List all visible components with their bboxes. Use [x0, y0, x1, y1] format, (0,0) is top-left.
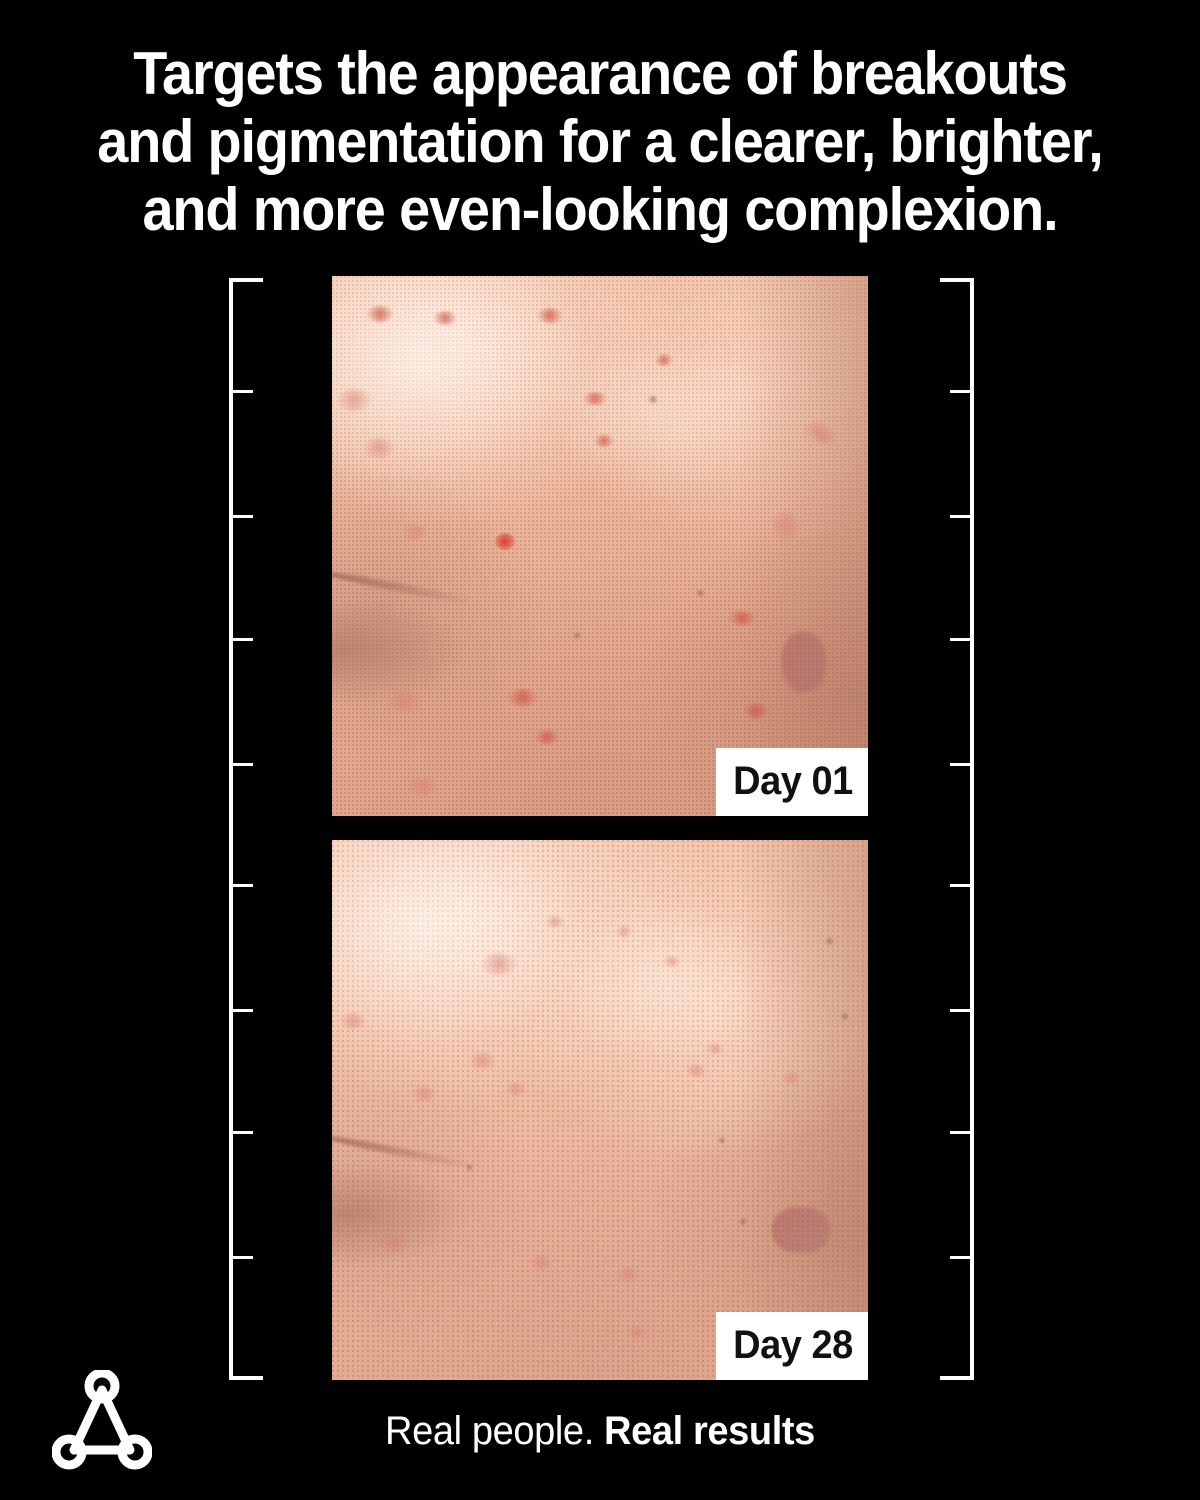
tagline-emphasis: Real results	[604, 1409, 815, 1453]
bracket-tick	[950, 638, 972, 641]
bracket-tick	[231, 1131, 253, 1134]
bracket-tick	[950, 763, 972, 766]
logo-triangle-path	[69, 1385, 135, 1455]
after-caption-chip: Day 28	[716, 1312, 868, 1380]
bracket-cap-top-left	[229, 278, 263, 282]
bracket-tick	[950, 1131, 972, 1134]
bracket-tick	[231, 515, 253, 518]
bracket-tick	[950, 884, 972, 887]
bracket-tick	[231, 390, 253, 393]
logo-node-left	[51, 1434, 87, 1470]
logo-node-top	[84, 1368, 120, 1404]
bracket-tick	[231, 1009, 253, 1012]
after-photo: Day 28	[332, 840, 868, 1380]
footer-tagline: Real people. Real results	[201, 1406, 999, 1456]
page-title: Targets the appearance of breakouts and …	[97, 40, 1103, 243]
bracket-spine-left	[229, 278, 233, 1380]
pore-highlight-texture	[332, 840, 868, 1380]
bracket-tick	[950, 1256, 972, 1259]
bracket-tick	[950, 390, 972, 393]
bracket-tick	[231, 763, 253, 766]
measurement-bracket-left	[229, 278, 263, 1380]
pore-texture	[332, 276, 868, 816]
bracket-tick	[231, 1256, 253, 1259]
bracket-tick	[231, 638, 253, 641]
bracket-tick	[950, 1009, 972, 1012]
bracket-cap-bottom-right	[940, 1376, 974, 1380]
bracket-tick	[950, 515, 972, 518]
before-caption-chip: Day 01	[716, 748, 868, 816]
bracket-tick	[231, 884, 253, 887]
triangle-nodes-logo	[51, 1368, 153, 1470]
measurement-bracket-right	[940, 278, 974, 1380]
tagline-lead: Real people.	[385, 1409, 594, 1453]
logo-node-right	[117, 1434, 153, 1470]
before-photo: Day 01	[332, 276, 868, 816]
bracket-cap-bottom-left	[229, 1376, 263, 1380]
bracket-cap-top-right	[940, 278, 974, 282]
bracket-spine-right	[970, 278, 974, 1380]
